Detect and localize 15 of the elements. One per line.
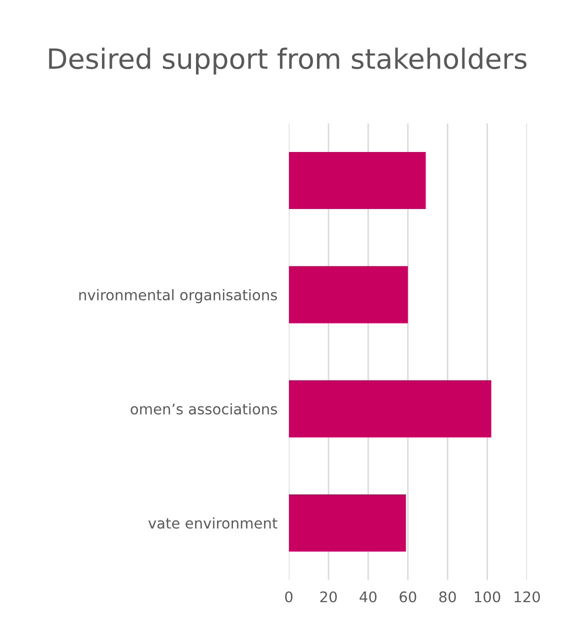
- bar: [288, 152, 426, 210]
- y-tick-label: nvironmental organisations: [79, 289, 277, 304]
- x-tick-label: 120: [514, 591, 540, 602]
- chart-title: Desired support from stakeholders: [49, 48, 526, 75]
- y-tick-label: vate environment: [148, 517, 278, 529]
- x-tick-label: 100: [474, 591, 500, 602]
- bar: [288, 266, 408, 324]
- x-tick-label: 40: [360, 591, 377, 602]
- x-tick-label: 80: [439, 591, 456, 602]
- x-tick-label: 0: [285, 591, 292, 602]
- bar: [288, 380, 492, 438]
- bar: [288, 494, 406, 552]
- y-tick-label: omen’s associations: [130, 403, 277, 415]
- x-tick-label: 60: [400, 591, 416, 602]
- x-tick-label: 20: [320, 591, 337, 602]
